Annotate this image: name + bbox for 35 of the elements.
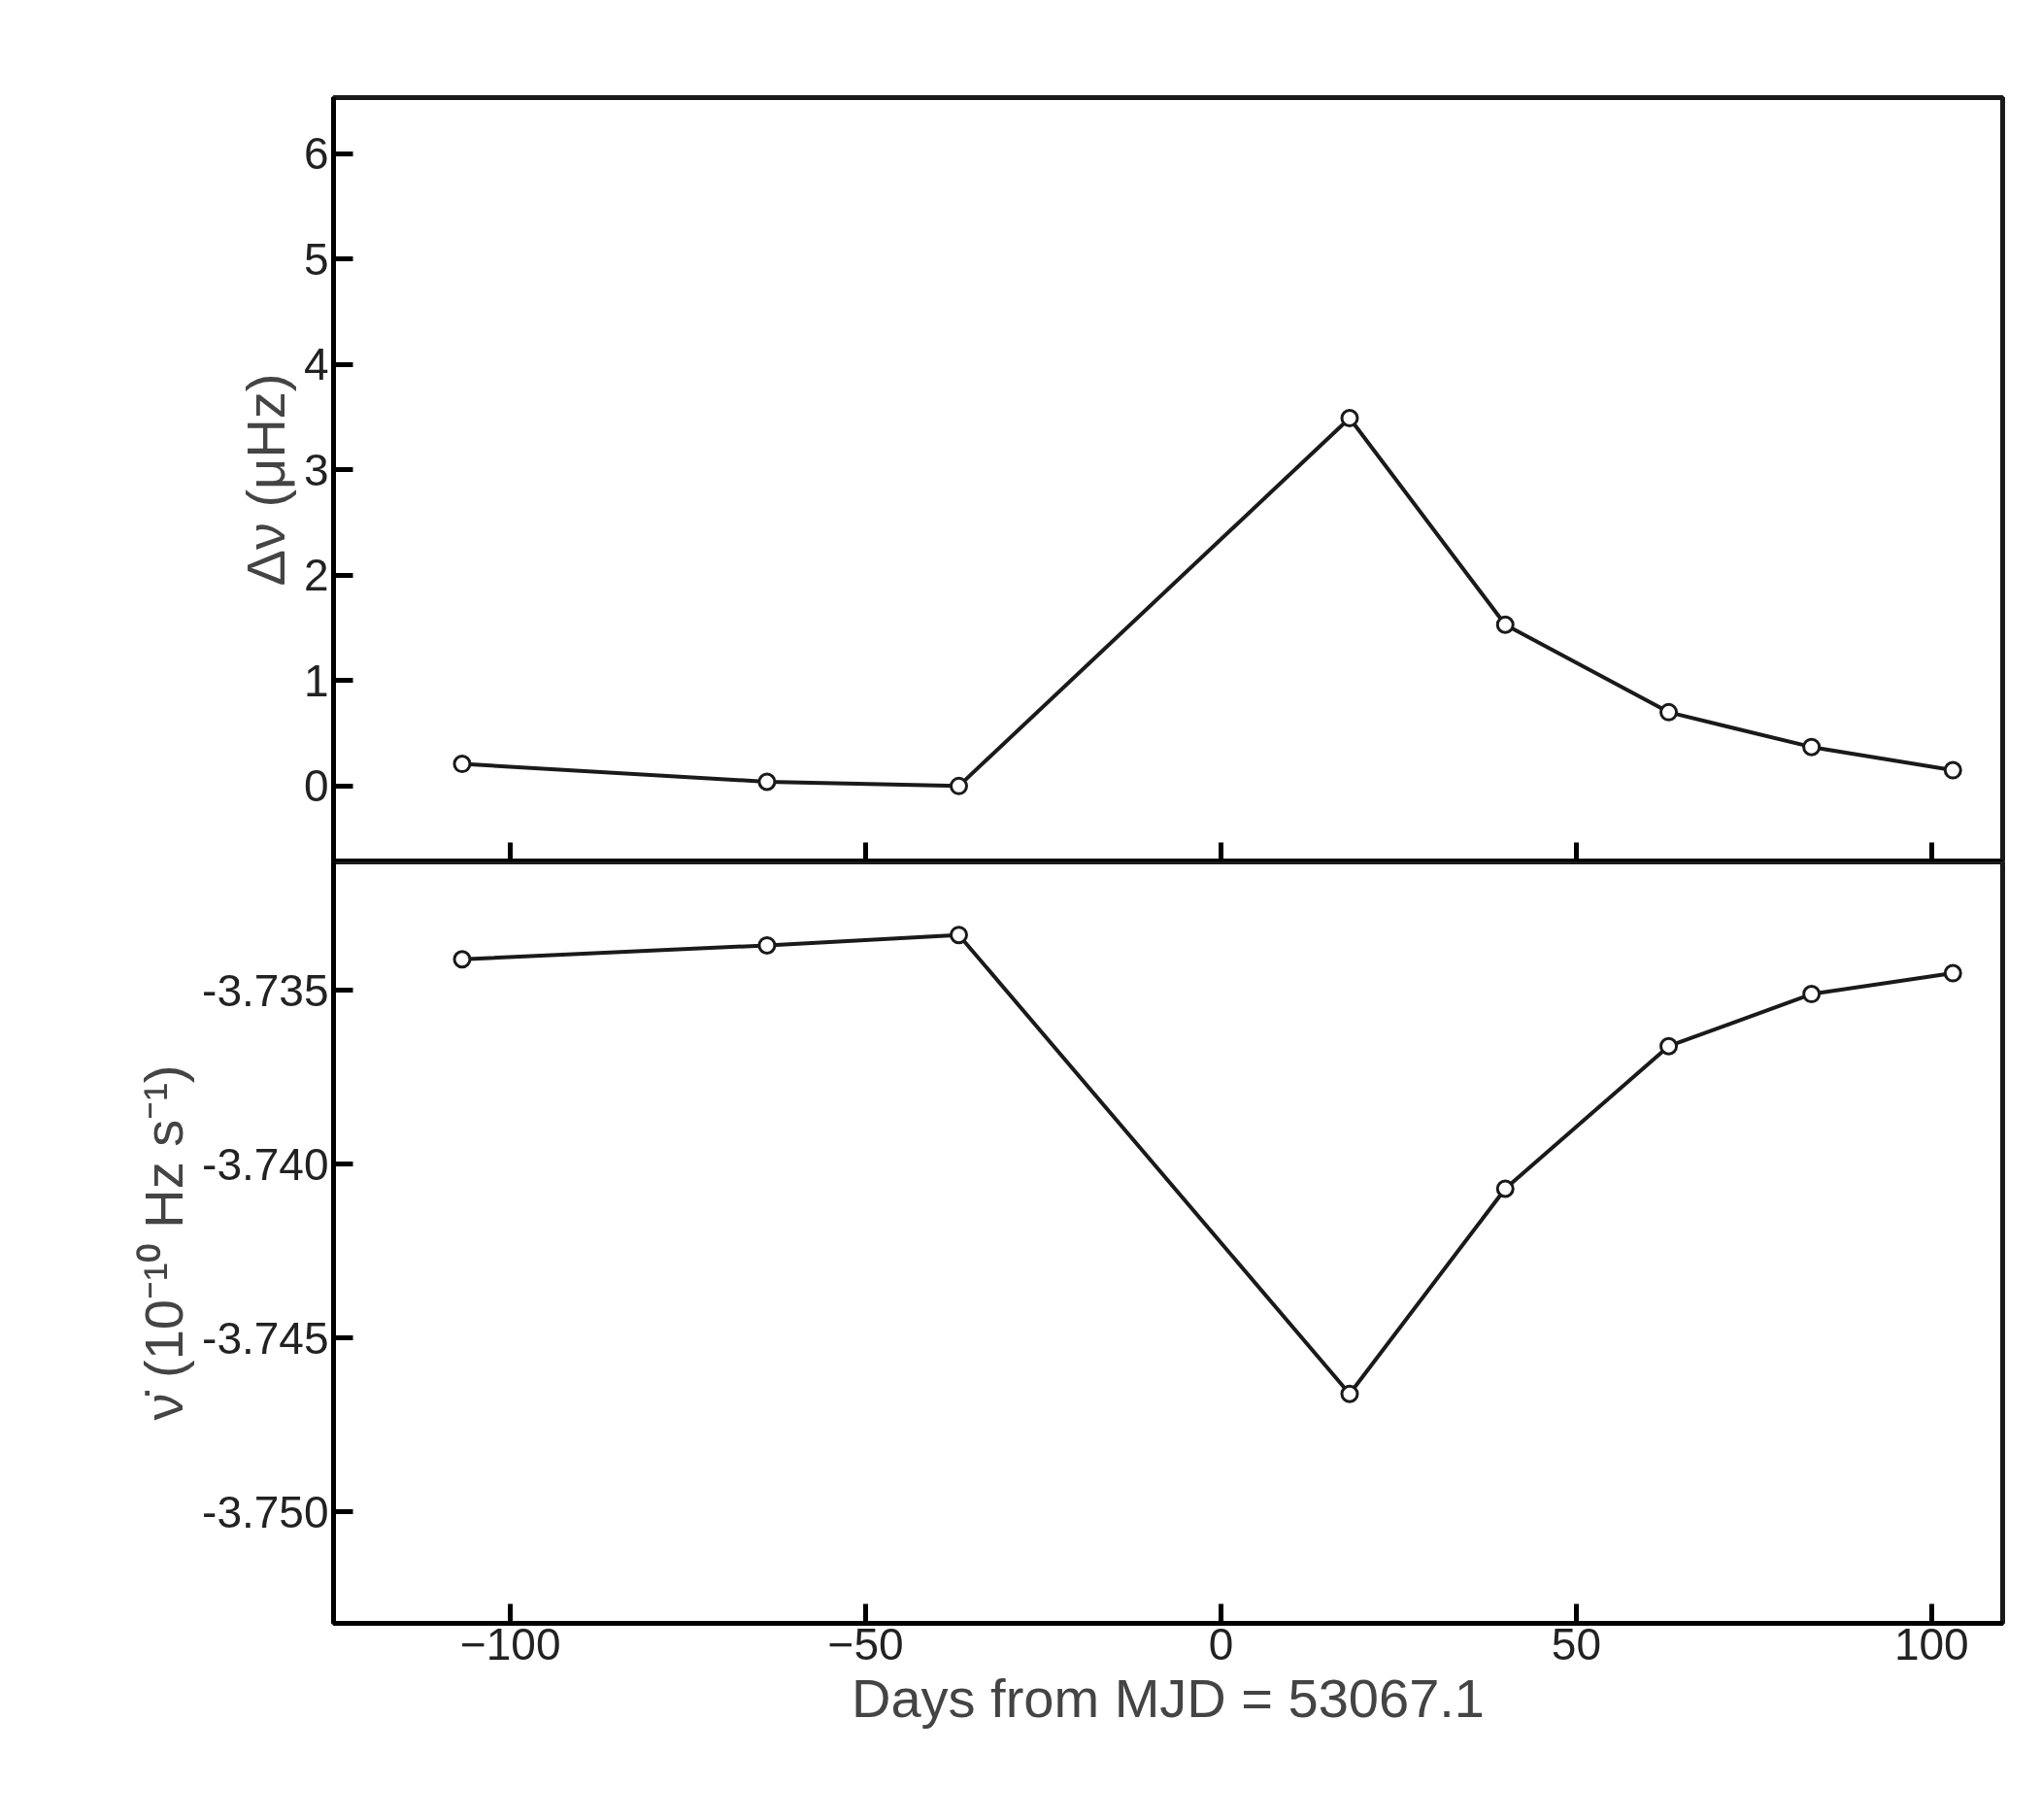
point bbox=[949, 776, 968, 795]
y-tick-label: -3.735 bbox=[202, 964, 329, 1016]
x-tick-label: −50 bbox=[827, 1618, 904, 1669]
point bbox=[757, 935, 777, 955]
y-tick-label: 5 bbox=[303, 233, 329, 285]
point bbox=[1802, 985, 1822, 1004]
point bbox=[1495, 1179, 1515, 1198]
point bbox=[1340, 409, 1359, 427]
x-tick-label: 100 bbox=[1893, 1618, 1969, 1669]
y-tick-label: 6 bbox=[303, 128, 329, 180]
y-tick-label: 1 bbox=[303, 655, 329, 706]
point bbox=[949, 926, 968, 945]
point bbox=[1943, 963, 1962, 983]
x-tick-label: 0 bbox=[1208, 1618, 1234, 1669]
y-tick-label: 0 bbox=[303, 760, 329, 812]
y-tick-label: -3.740 bbox=[202, 1138, 329, 1190]
y-tick-label: -3.745 bbox=[202, 1312, 329, 1364]
point bbox=[452, 755, 472, 774]
x-axis-title: Days from MJD = 53067.1 bbox=[851, 1667, 1486, 1729]
point bbox=[1659, 1036, 1679, 1056]
y-axis-title: Δν (μHz) bbox=[234, 373, 296, 587]
y-tick-label: 3 bbox=[303, 444, 329, 495]
point bbox=[757, 772, 777, 792]
point bbox=[1802, 737, 1822, 757]
point bbox=[1943, 760, 1962, 780]
y-tick-label: 2 bbox=[303, 550, 329, 601]
point bbox=[1659, 702, 1679, 722]
point bbox=[1495, 615, 1515, 634]
x-tick-label: −100 bbox=[459, 1618, 561, 1669]
y-tick-label: -3.750 bbox=[202, 1486, 329, 1537]
point bbox=[1340, 1384, 1359, 1403]
x-tick-label: 50 bbox=[1551, 1618, 1602, 1669]
y-tick-label: 4 bbox=[303, 339, 329, 390]
point bbox=[452, 950, 472, 969]
y-axis-title: ν̇ (10⁻¹⁰ Hz s⁻¹) bbox=[133, 1064, 195, 1421]
